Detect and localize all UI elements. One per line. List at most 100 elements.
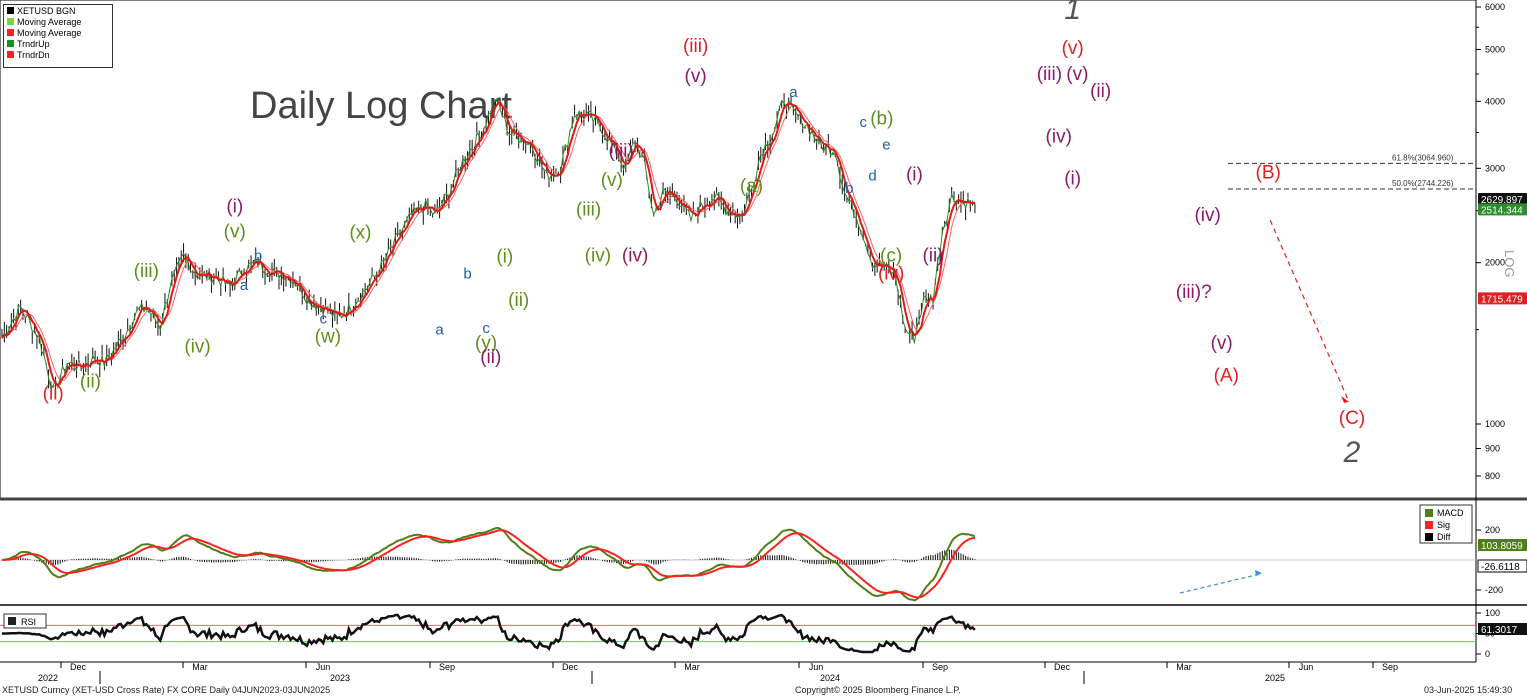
x-tick-label: Mar bbox=[1176, 662, 1192, 672]
wave-label: e bbox=[882, 137, 890, 154]
macd-legend-label: MACD bbox=[1437, 508, 1464, 518]
legend-item: TrndrUp bbox=[4, 38, 112, 49]
wave-label: b bbox=[463, 265, 471, 282]
wave-label: 1 bbox=[1064, 0, 1081, 26]
wave-label: a bbox=[240, 277, 249, 294]
legend-item: TrndrDn bbox=[4, 49, 112, 60]
wave-label: (i) bbox=[1064, 168, 1081, 189]
macd-tag bbox=[1477, 559, 1527, 573]
macd-tag bbox=[1478, 539, 1527, 551]
x-tick-label: Jun bbox=[316, 662, 331, 672]
legend-swatch bbox=[7, 18, 14, 25]
wave-label: (iv) bbox=[1194, 205, 1220, 226]
wave-label: (ii) bbox=[922, 246, 943, 267]
x-tick-label: Dec bbox=[1054, 662, 1071, 672]
wave-label: (iv) bbox=[1046, 127, 1072, 148]
wave-label: (iv) bbox=[585, 246, 611, 267]
legend-label: Moving Average bbox=[17, 27, 82, 38]
wave-label: (i) bbox=[496, 247, 513, 268]
wave-label: (v) bbox=[224, 221, 246, 242]
wave-label: c bbox=[319, 311, 327, 328]
wave-label: (iii) bbox=[576, 199, 601, 220]
y-tick-label: 3000 bbox=[1485, 163, 1505, 173]
macd-legend-swatch bbox=[1425, 533, 1433, 541]
x-year-label: 2022 bbox=[38, 673, 58, 683]
wave-label: b bbox=[845, 180, 853, 197]
wave-label: (i) bbox=[226, 197, 243, 218]
wave-label: a bbox=[789, 84, 798, 101]
x-tick-label: Dec bbox=[70, 662, 87, 672]
moving-average-line bbox=[1, 100, 976, 387]
wave-label: a bbox=[435, 321, 444, 338]
macd-legend-swatch bbox=[1425, 521, 1433, 529]
x-year-label: 2025 bbox=[1265, 673, 1285, 683]
price-tag bbox=[1478, 292, 1527, 305]
wave-label: (iv) bbox=[622, 246, 648, 267]
legend-item: XETUSD BGN bbox=[4, 5, 112, 16]
wave-label: c bbox=[859, 114, 867, 131]
wave-label: (v) bbox=[1066, 64, 1088, 85]
wave-label: (w) bbox=[315, 326, 341, 347]
wave-label: (ii) bbox=[508, 290, 529, 311]
legend-label: XETUSD BGN bbox=[17, 5, 76, 16]
wave-label: (iii) bbox=[683, 36, 708, 57]
price-tag bbox=[1478, 192, 1527, 205]
macd-legend-label: Diff bbox=[1437, 532, 1451, 542]
wave-label: (c) bbox=[880, 246, 902, 267]
legend-swatch bbox=[7, 40, 14, 47]
macd-tick-label: 200 bbox=[1485, 525, 1500, 535]
footer-left: XETUSD Curncy (XET-USD Cross Rate) FX CO… bbox=[2, 685, 331, 695]
y-axis-label: LOG bbox=[1502, 250, 1517, 277]
x-tick-label: Sep bbox=[932, 662, 948, 672]
price-tag-label: 2514.344 bbox=[1481, 205, 1523, 216]
price-tag-label: 1715.479 bbox=[1481, 294, 1523, 305]
projection-arrow bbox=[1269, 220, 1350, 403]
wave-label: (iii) bbox=[1037, 64, 1062, 85]
rsi-tag-label: 61.3017 bbox=[1481, 625, 1518, 636]
macd-tick-label: -200 bbox=[1485, 585, 1503, 595]
x-tick-label: Sep bbox=[1382, 662, 1398, 672]
rsi-tag bbox=[1478, 623, 1527, 635]
x-year-label: 2023 bbox=[330, 673, 350, 683]
wave-label: (ii) bbox=[43, 384, 64, 405]
trendr-dn-line bbox=[1, 104, 976, 382]
y-tick-label: 6000 bbox=[1485, 2, 1505, 12]
fib-level-label: 50.0%(2744.226) bbox=[1392, 179, 1454, 188]
y-tick-label: 1000 bbox=[1485, 419, 1505, 429]
wave-label: (iv) bbox=[184, 336, 210, 357]
x-year-label: 2024 bbox=[820, 673, 840, 683]
rsi-legend-swatch bbox=[8, 617, 16, 625]
divergence-arrow-head bbox=[1255, 570, 1262, 576]
rsi-legend-label: RSI bbox=[21, 617, 36, 627]
wave-label: d bbox=[868, 167, 876, 184]
x-tick-label: Sep bbox=[439, 662, 455, 672]
wave-label: c bbox=[482, 320, 490, 337]
main-legend: XETUSD BGN Moving Average Moving Average Tr… bbox=[3, 4, 113, 68]
macd-signal-line bbox=[1, 529, 976, 599]
legend-label: Moving Average bbox=[17, 16, 82, 27]
y-tick-label: 900 bbox=[1485, 444, 1500, 454]
wave-label: (iii) bbox=[134, 261, 159, 282]
price-tag bbox=[1478, 203, 1527, 216]
y-tick-label: 5000 bbox=[1485, 44, 1505, 54]
wave-label: (ii) bbox=[80, 371, 101, 392]
macd-tag-label: -26.6118 bbox=[1481, 562, 1520, 573]
wave-label: (ii) bbox=[480, 347, 501, 368]
y-tick-label: 4000 bbox=[1485, 96, 1505, 106]
projection-arrow-head bbox=[1341, 395, 1349, 403]
wave-label: (A) bbox=[1214, 366, 1239, 387]
wave-label: (iii)? bbox=[1176, 282, 1212, 303]
macd-legend-swatch bbox=[1425, 509, 1433, 517]
rsi-tick-label: 100 bbox=[1485, 608, 1500, 618]
macd-line bbox=[1, 526, 976, 602]
wave-label: (x) bbox=[349, 222, 371, 243]
macd-tag-label: 103.8059 bbox=[1481, 541, 1523, 552]
legend-label: TrndrDn bbox=[17, 49, 50, 60]
macd-legend-label: Sig bbox=[1437, 520, 1450, 530]
rsi-tick-label: 0 bbox=[1485, 649, 1490, 659]
legend-swatch bbox=[7, 7, 14, 14]
wave-label: b bbox=[254, 247, 262, 264]
wave-label: (iv) bbox=[878, 264, 904, 285]
